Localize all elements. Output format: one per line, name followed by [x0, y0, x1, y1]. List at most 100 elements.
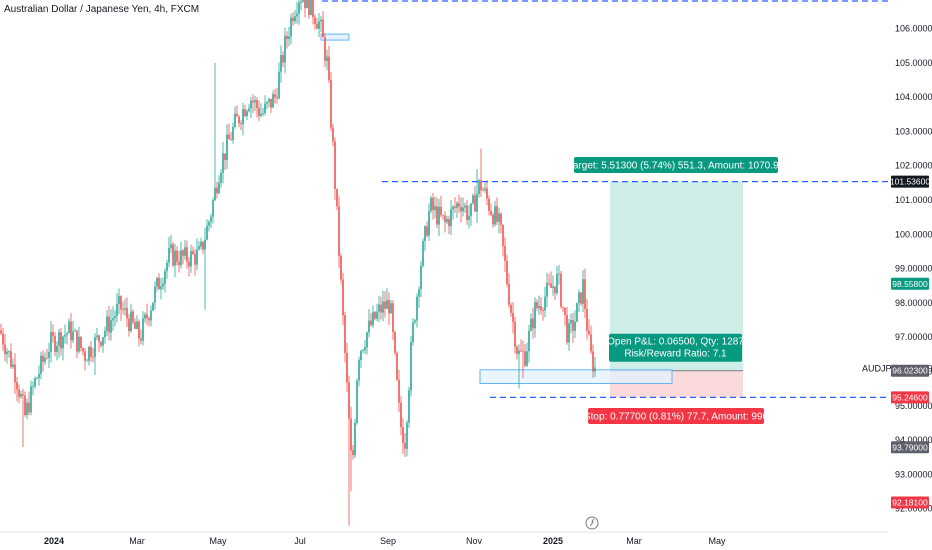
candle-body [546, 282, 548, 297]
candle-body [584, 279, 586, 309]
candle-body [450, 209, 452, 227]
y-tick-label: 103.00000 [895, 126, 932, 136]
candle-body [276, 97, 278, 99]
candle-body [410, 342, 412, 391]
candle-body [52, 332, 54, 337]
candle-body [94, 337, 96, 358]
candle-body [516, 346, 518, 354]
candle-body [342, 279, 344, 316]
candle-body [60, 332, 62, 349]
price-badge-label: 93.79000 [892, 442, 928, 452]
candle-body [96, 335, 98, 338]
candle-body [386, 300, 388, 309]
candle-body [380, 304, 382, 313]
candle-body [588, 330, 590, 335]
candle-body [334, 141, 336, 189]
candle-body [374, 311, 376, 319]
candle-body [570, 320, 572, 324]
x-tick-label: 2024 [44, 536, 64, 546]
candle-body [208, 221, 210, 226]
candle-body [274, 94, 276, 98]
resistance-zone[interactable] [320, 33, 350, 41]
price-badge-red [891, 391, 929, 404]
candle-body [234, 113, 236, 127]
candle-body [196, 249, 198, 265]
candle-body [190, 251, 192, 267]
candle-body [238, 116, 240, 124]
candle-body [512, 312, 514, 322]
candle-body [394, 332, 396, 353]
candle-body [492, 214, 494, 225]
candle-body [200, 241, 202, 247]
candle-body [352, 450, 354, 456]
candle-body [338, 206, 340, 256]
candle-body [26, 402, 28, 415]
candle-body [304, 0, 306, 9]
candle-body [140, 338, 142, 341]
candle-body [168, 248, 170, 263]
candle-body [314, 17, 316, 24]
candle-body [300, 1, 302, 3]
candle-body [150, 310, 152, 321]
candle-body [122, 309, 124, 311]
candle-body [324, 37, 326, 61]
candle-body [520, 350, 522, 352]
candle-body [420, 265, 422, 290]
candle-body [252, 100, 254, 103]
candle-body [436, 206, 438, 225]
candle-body [8, 351, 10, 353]
candle-body [310, 0, 312, 16]
candle-body [496, 206, 498, 222]
candle-body [42, 355, 44, 362]
x-tick-label: Mar [626, 536, 642, 546]
candle-body [254, 100, 256, 103]
candle-body [228, 134, 230, 140]
candle-body [482, 190, 484, 192]
candle-body [278, 71, 280, 99]
candle-body [534, 301, 536, 329]
candle-body [530, 318, 532, 331]
candle-body [282, 55, 284, 63]
candle-body [464, 205, 466, 208]
candle-body [366, 332, 368, 348]
candle-body [232, 126, 234, 141]
candle-body [58, 332, 60, 347]
candle-body [424, 226, 426, 242]
candle-body [328, 56, 330, 81]
candle-body [74, 330, 76, 332]
y-tick-label: 106.00000 [895, 24, 932, 34]
candle-body [368, 320, 370, 333]
y-tick-label: 92.00000 [895, 504, 932, 514]
candle-body [522, 350, 524, 352]
candle-body [272, 94, 274, 108]
x-tick-label: Sep [380, 536, 396, 546]
candle-body [70, 321, 72, 341]
candle-body [92, 356, 94, 358]
candle-body [556, 273, 558, 294]
candle-body [260, 113, 262, 116]
candle-body [486, 188, 488, 199]
candle-body [414, 320, 416, 323]
candle-body [552, 286, 554, 288]
candle-body [458, 203, 460, 207]
support-zone[interactable] [479, 369, 673, 385]
candle-body [408, 390, 410, 423]
candle-body [280, 55, 282, 72]
candle-body [440, 206, 442, 216]
candle-body [434, 206, 436, 211]
candle-body [126, 308, 128, 319]
price-badge-label: 96.02300 [892, 366, 928, 376]
candle-body [116, 304, 118, 317]
candle-body [488, 198, 490, 211]
candle-body [10, 351, 12, 367]
candle-body [156, 277, 158, 287]
candle-body [540, 306, 542, 311]
candle-body [444, 215, 446, 223]
target-label: Target: 5.51300 (5.74%) 551.3, Amount: 1… [568, 161, 785, 172]
candle-body [86, 360, 88, 362]
candle-body [562, 306, 564, 308]
candle-body [128, 318, 130, 331]
y-tick-label: 98.00000 [895, 298, 932, 308]
candle-body [270, 98, 272, 108]
